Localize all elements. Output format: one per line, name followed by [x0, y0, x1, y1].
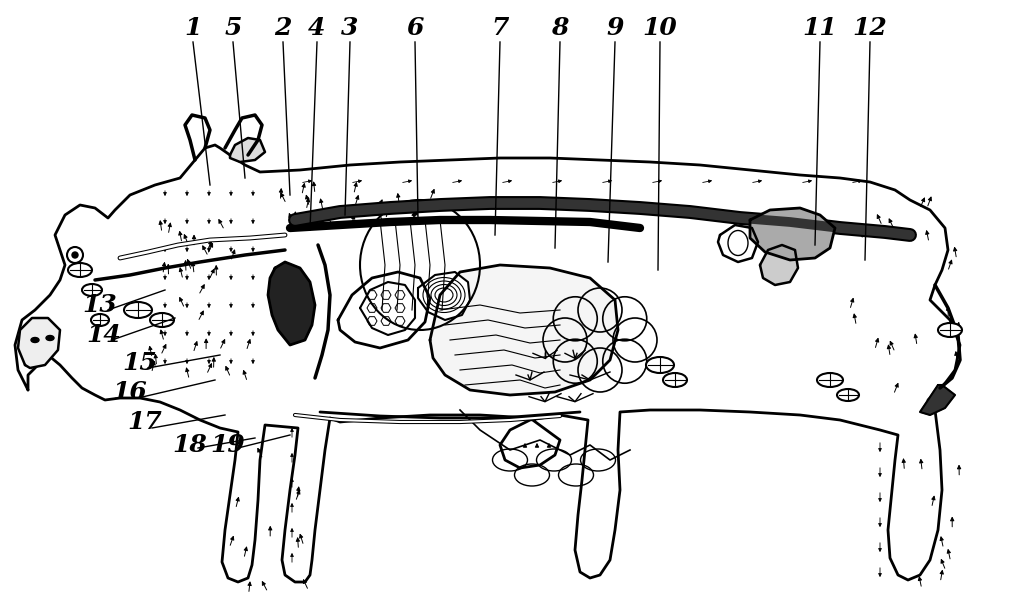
Text: 9: 9 [606, 16, 624, 40]
Ellipse shape [124, 302, 152, 318]
Ellipse shape [46, 335, 54, 340]
Polygon shape [15, 145, 959, 582]
Text: 6: 6 [407, 16, 424, 40]
Polygon shape [18, 318, 60, 368]
Ellipse shape [31, 337, 39, 343]
Ellipse shape [938, 323, 962, 337]
Ellipse shape [837, 389, 859, 401]
Text: 16: 16 [113, 380, 147, 404]
Polygon shape [760, 245, 798, 285]
Ellipse shape [150, 313, 174, 327]
Polygon shape [338, 272, 430, 348]
Text: 12: 12 [853, 16, 888, 40]
Text: 1: 1 [184, 16, 202, 40]
Polygon shape [920, 385, 955, 415]
Ellipse shape [817, 373, 843, 387]
Text: 13: 13 [83, 293, 118, 317]
Text: 2: 2 [274, 16, 292, 40]
Text: 17: 17 [128, 410, 163, 434]
Polygon shape [230, 138, 265, 162]
Polygon shape [418, 272, 470, 320]
Ellipse shape [91, 314, 109, 326]
Polygon shape [750, 208, 835, 260]
Text: 19: 19 [211, 433, 246, 457]
Text: 4: 4 [308, 16, 326, 40]
Ellipse shape [646, 357, 674, 373]
Text: 3: 3 [341, 16, 358, 40]
Ellipse shape [68, 263, 92, 277]
Text: 5: 5 [224, 16, 242, 40]
Ellipse shape [663, 373, 687, 387]
Text: 7: 7 [492, 16, 509, 40]
Text: 14: 14 [87, 323, 122, 347]
Polygon shape [360, 282, 415, 335]
Text: 11: 11 [803, 16, 838, 40]
Polygon shape [718, 225, 758, 262]
Ellipse shape [82, 284, 102, 296]
Text: 18: 18 [173, 433, 208, 457]
Text: 8: 8 [551, 16, 568, 40]
Polygon shape [430, 265, 618, 395]
Polygon shape [268, 262, 315, 345]
Text: 15: 15 [123, 351, 158, 375]
Circle shape [72, 252, 78, 258]
Text: 10: 10 [643, 16, 677, 40]
